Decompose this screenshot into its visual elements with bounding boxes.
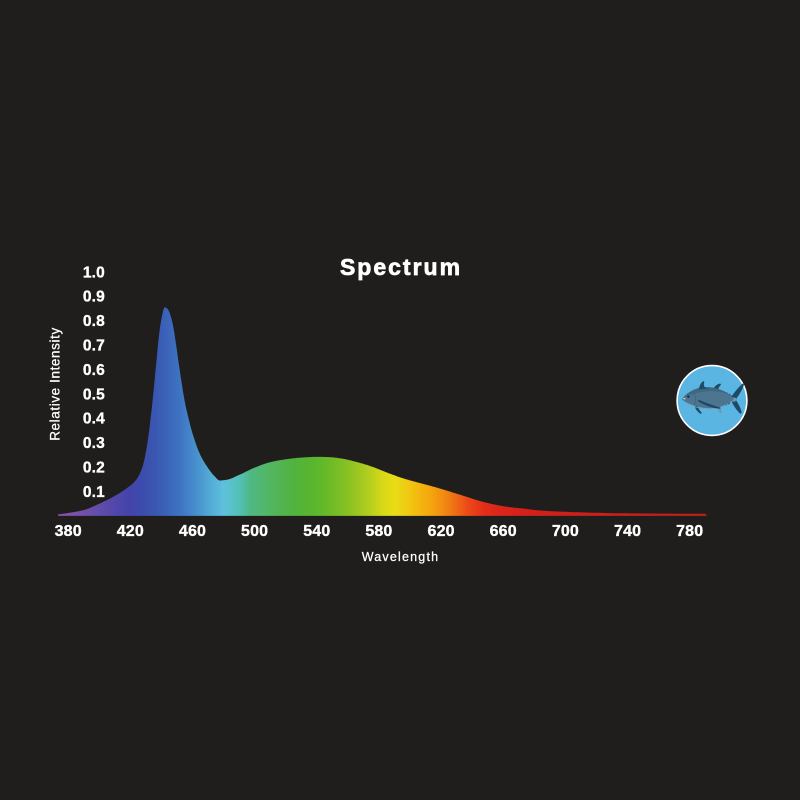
- svg-text:0.3: 0.3: [83, 435, 105, 452]
- svg-text:580: 580: [365, 523, 392, 540]
- svg-text:460: 460: [179, 523, 206, 540]
- svg-text:0.2: 0.2: [83, 460, 105, 477]
- svg-text:0.8: 0.8: [83, 313, 105, 330]
- svg-text:740: 740: [614, 523, 641, 540]
- svg-text:620: 620: [428, 523, 455, 540]
- svg-text:Spectrum: Spectrum: [340, 254, 462, 280]
- svg-text:0.6: 0.6: [83, 362, 105, 379]
- svg-text:0.1: 0.1: [83, 484, 105, 501]
- svg-text:0.7: 0.7: [83, 338, 105, 355]
- svg-text:0.5: 0.5: [83, 386, 105, 403]
- svg-text:Wavelength: Wavelength: [362, 550, 440, 564]
- svg-text:780: 780: [676, 523, 703, 540]
- svg-text:540: 540: [303, 523, 330, 540]
- svg-text:380: 380: [55, 523, 82, 540]
- svg-text:0.4: 0.4: [83, 411, 105, 428]
- svg-text:Relative Intensity: Relative Intensity: [48, 327, 63, 441]
- svg-text:0.9: 0.9: [83, 289, 105, 306]
- svg-text:700: 700: [552, 523, 579, 540]
- svg-text:420: 420: [117, 523, 144, 540]
- svg-text:660: 660: [490, 523, 517, 540]
- svg-text:1.0: 1.0: [83, 264, 105, 281]
- svg-text:500: 500: [241, 523, 268, 540]
